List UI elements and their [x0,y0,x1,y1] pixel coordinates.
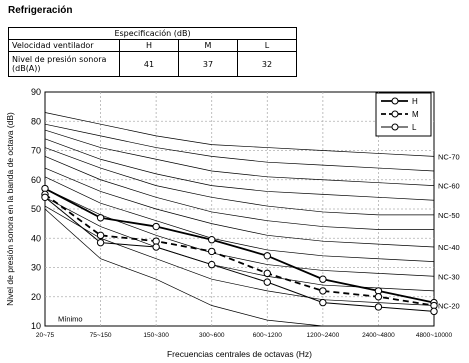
data-point [319,298,327,307]
nc-curve [44,129,435,186]
series-line [44,187,435,304]
series-line [44,193,435,307]
y-tick-label: 40 [31,233,41,243]
data-point [208,247,216,256]
legend-label: H [412,97,418,106]
y-tick-label: 20 [31,292,41,302]
data-point [152,222,160,231]
nc-curve [44,112,435,157]
nc-curve [44,123,435,172]
nc-curve [44,176,435,262]
nc-curve-label: NC-50 [438,211,460,220]
threshold-curve [44,208,434,327]
y-tick-label: 50 [31,204,41,214]
x-tick-label: 20~75 [36,332,55,339]
spec-table: Especificación (dB) Velocidad ventilador… [8,27,297,77]
nc-curve [44,138,435,201]
y-tick-label: 60 [31,175,41,185]
x-axis-title: Frecuencias centrales de octavas (Hz) [167,349,312,359]
series-line [44,196,435,312]
x-tick-label: 2400~4800 [362,332,395,339]
nc-curve-label: NC-40 [438,243,460,252]
x-tick-label: 4800~10000 [416,332,453,339]
nc-curve [44,205,435,306]
data-point [263,278,271,286]
pressure-level-h: 41 [119,51,179,77]
y-tick-label: 80 [31,116,41,126]
data-point [96,238,105,247]
y-tick-label: 90 [31,87,41,97]
data-point [208,260,216,269]
data-point [319,275,327,283]
section-title: Refrigeración [8,5,73,16]
nc-curve-label: NC-20 [438,302,460,311]
spec-table-row: Nivel de presión sonora (dB(A)) 41 37 32 [8,51,297,77]
nc-curve [44,147,434,216]
data-point [96,231,105,240]
nc-curve-label: NC-60 [438,182,460,191]
data-point [208,236,216,244]
y-tick-label: 70 [31,146,41,156]
legend-marker [391,123,399,131]
y-tick-label: 10 [31,321,41,331]
x-tick-label: 600~1200 [253,332,282,339]
nc-curve [44,196,435,292]
x-tick-label: 300~600 [199,332,225,339]
y-tick-label: 30 [31,263,41,273]
data-point [41,193,49,202]
nc-curve-label: NC-30 [438,272,460,281]
x-tick-label: 75~150 [90,332,112,339]
data-point [430,307,438,316]
pressure-level-l: 32 [237,51,297,77]
legend-marker [391,97,399,105]
legend-marker [391,110,399,118]
legend-label: L [412,123,417,132]
x-tick-label: 150~300 [143,332,169,339]
pressure-level-m: 37 [178,51,238,77]
data-point [152,243,160,251]
data-point [263,269,271,278]
data-point [374,293,383,301]
data-point [263,252,271,260]
x-tick-label: 1200~2400 [306,332,339,339]
nc-curve [44,188,435,277]
y-axis-title: Nivel de presión sonora en la banda de o… [5,112,15,306]
nc-curve [44,167,435,248]
data-point [319,287,327,295]
data-point [96,214,105,222]
data-point [374,303,383,311]
nc-curve [44,156,434,230]
threshold-label: Mínimo [58,315,83,324]
nc-curve-label: NC-70 [438,152,460,161]
legend-label: M [412,110,419,119]
